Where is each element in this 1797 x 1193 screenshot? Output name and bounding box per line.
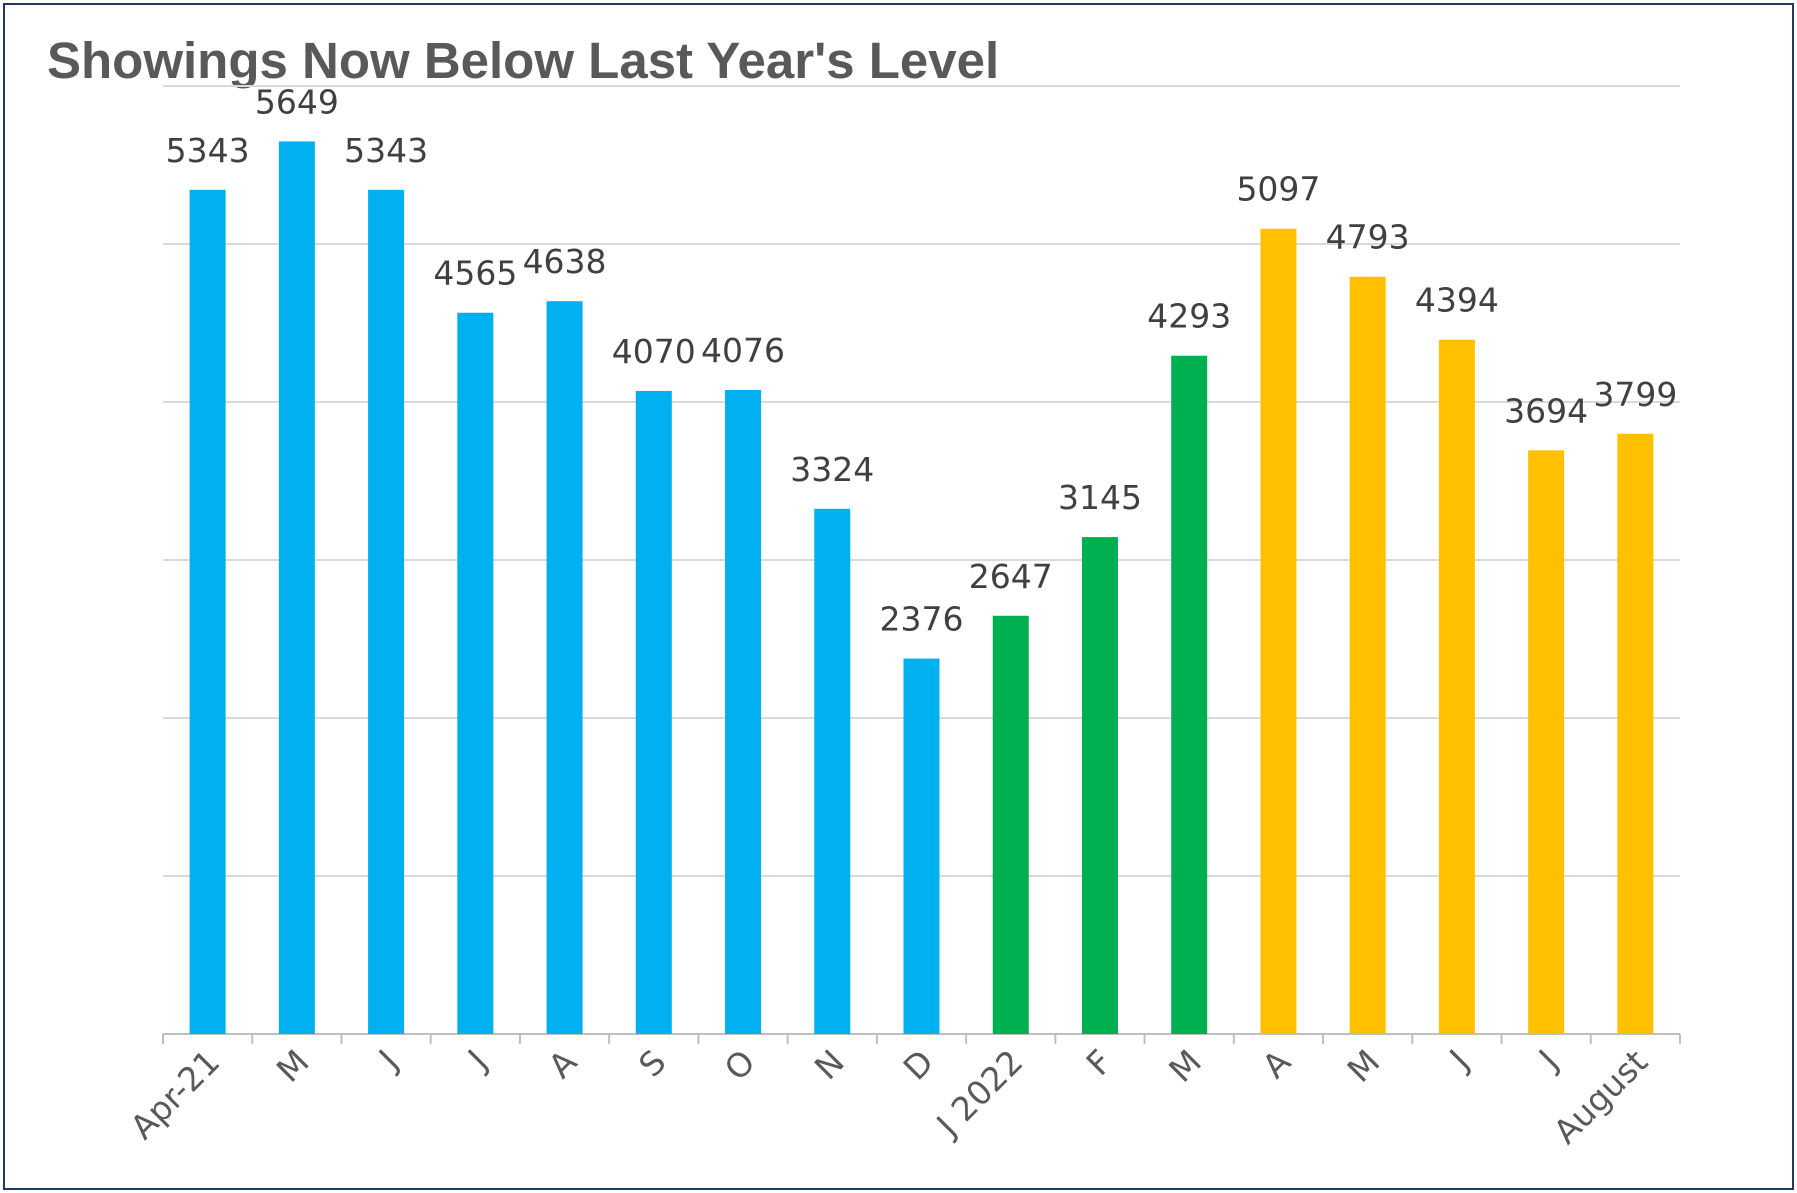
x-tick-label: J — [370, 1042, 406, 1078]
x-tick-label: O — [717, 1042, 763, 1088]
bar — [1171, 355, 1208, 1034]
bar — [1081, 537, 1118, 1034]
x-tick-label: J — [1441, 1042, 1477, 1078]
x-tick-label: N — [807, 1042, 852, 1087]
bar — [1617, 433, 1654, 1034]
x-tick-label: M — [269, 1042, 317, 1090]
chart-title: Showings Now Below Last Year's Level — [47, 32, 1000, 89]
x-tick-label: J — [1530, 1042, 1566, 1078]
data-label: 2376 — [880, 600, 964, 639]
x-tick-label: J 2022 — [928, 1042, 1031, 1145]
bar — [278, 141, 315, 1034]
bar — [368, 189, 405, 1034]
bars — [189, 141, 1654, 1035]
x-tick-label: F — [1079, 1042, 1120, 1083]
x-tick-label: Apr-21 — [123, 1042, 228, 1147]
data-label: 5343 — [166, 131, 250, 170]
x-tick-label: D — [896, 1042, 942, 1088]
bar — [814, 508, 851, 1035]
data-label: 3694 — [1504, 391, 1588, 430]
bar — [992, 615, 1029, 1034]
x-tick-label: A — [1255, 1042, 1299, 1086]
data-label: 4070 — [612, 332, 696, 371]
bar — [1260, 228, 1297, 1034]
data-label: 5649 — [255, 82, 339, 121]
data-label: 4793 — [1326, 218, 1410, 257]
x-tick-label: M — [1161, 1042, 1209, 1090]
data-label: 4076 — [701, 331, 785, 370]
bar — [546, 301, 583, 1034]
bar — [725, 389, 762, 1034]
data-label: 5343 — [344, 131, 428, 170]
data-label: 3145 — [1058, 478, 1142, 517]
data-label: 4293 — [1147, 297, 1231, 336]
x-axis — [162, 1033, 1681, 1044]
data-label: 4394 — [1415, 281, 1499, 320]
x-tick-label: S — [631, 1042, 673, 1084]
data-label: 4638 — [523, 242, 607, 281]
bar — [1528, 450, 1565, 1034]
x-tick-label: A — [541, 1042, 585, 1086]
data-label: 5097 — [1236, 170, 1320, 209]
bar — [903, 658, 940, 1034]
x-tick-label: M — [1340, 1042, 1388, 1090]
data-label: 3799 — [1593, 375, 1677, 414]
data-label: 4565 — [433, 254, 517, 293]
bar — [457, 312, 494, 1035]
bar — [635, 390, 672, 1034]
bar — [1349, 276, 1386, 1034]
data-label: 2647 — [969, 557, 1053, 596]
x-tick-label: August — [1546, 1042, 1655, 1151]
data-label: 3324 — [790, 450, 874, 489]
x-tick-label: J — [459, 1042, 495, 1078]
bar — [189, 189, 226, 1034]
bar — [1438, 339, 1475, 1034]
